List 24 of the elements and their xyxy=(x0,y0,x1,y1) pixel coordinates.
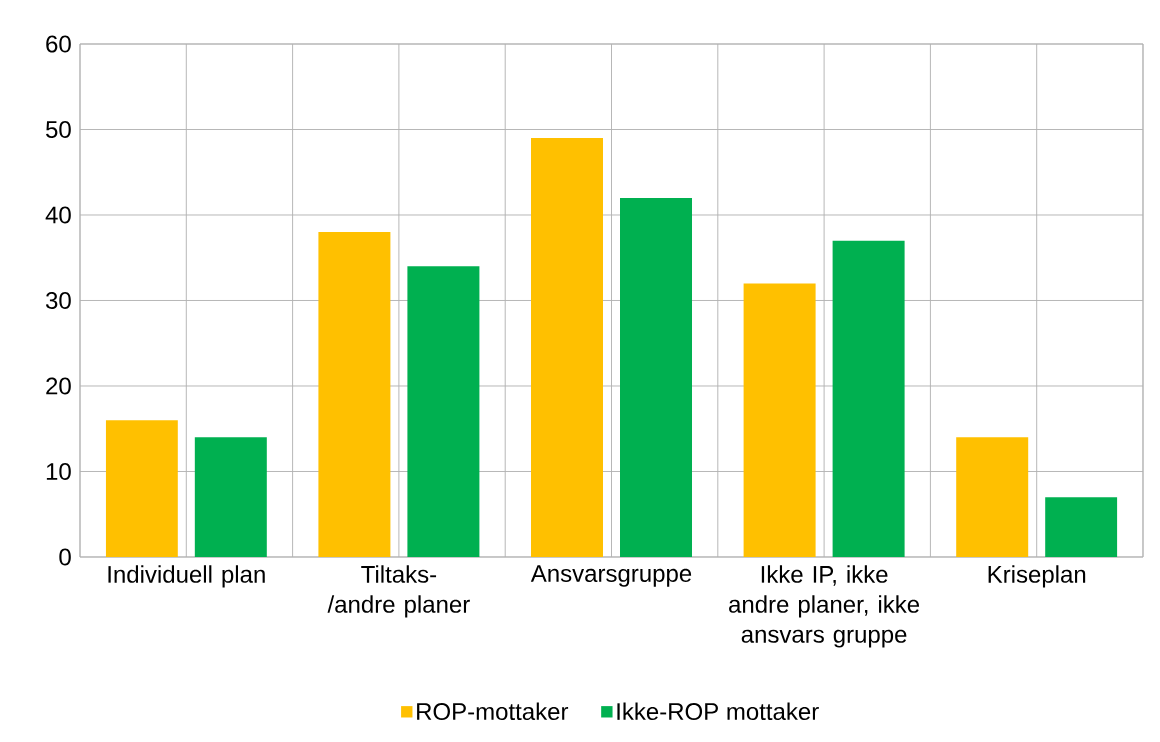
y-tick-label: 40 xyxy=(45,206,71,224)
legend-label: Ikke-ROP mottaker xyxy=(617,702,819,721)
y-tick-label: 50 xyxy=(46,120,71,138)
x-tick-label: Ikke IP, ikke andre planer, ikke ansvars gruppe xyxy=(729,565,920,648)
y-tick-label: 60 xyxy=(46,35,71,53)
bar xyxy=(956,437,1029,557)
legend-label: ROP-mottaker xyxy=(417,702,569,721)
x-tick-label: Tiltaks-/andre planer xyxy=(327,565,470,618)
y-tick-label: 20 xyxy=(46,377,71,395)
bar xyxy=(194,437,267,557)
bar xyxy=(407,266,480,557)
bar xyxy=(318,232,391,557)
y-tick-label: 30 xyxy=(45,291,71,309)
bar xyxy=(832,240,905,557)
y-tick-label: 0 xyxy=(59,548,71,566)
bar xyxy=(620,197,692,557)
bar xyxy=(1045,497,1118,557)
x-tick-label: Kriseplan xyxy=(988,565,1086,588)
bar xyxy=(531,138,604,557)
x-tick-label: Individuell plan xyxy=(108,565,265,588)
y-tick-label: 10 xyxy=(46,462,71,480)
bar xyxy=(743,283,816,557)
bar xyxy=(105,420,178,557)
x-tick-label: Ansvarsgruppe xyxy=(530,565,692,587)
